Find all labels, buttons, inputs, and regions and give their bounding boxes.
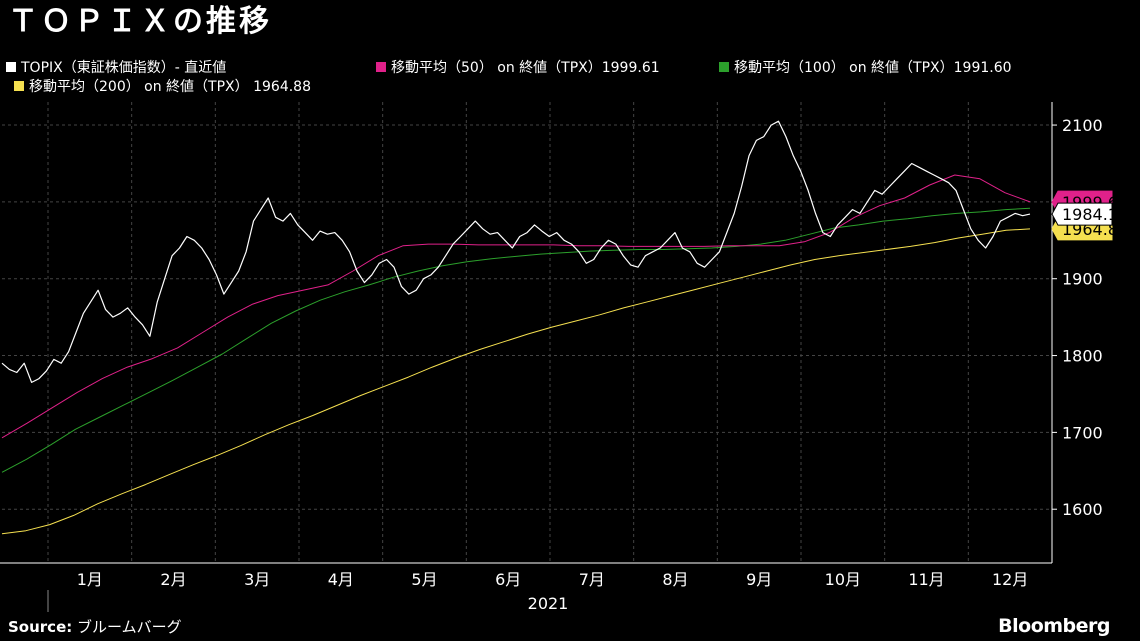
topix-value-tag-text: 1984.10	[1062, 205, 1128, 224]
legend-item-ma50: 移動平均（50） on 終値（TPX）1999.61	[376, 58, 660, 78]
x-year-label: 2021	[528, 594, 569, 613]
topix-value-tag: 1984.10	[1051, 202, 1128, 226]
x-tick-label: 2月	[160, 570, 186, 589]
chart-title: ＴＯＰＩＸの推移	[8, 4, 272, 39]
x-tick-label: 7月	[579, 570, 605, 589]
x-tick-label: 8月	[662, 570, 688, 589]
legend-swatch-ma100	[719, 62, 729, 72]
x-tick-label: 10月	[825, 570, 861, 589]
ma200-line	[1, 228, 1031, 535]
legend-item-topix: TOPIX（東証株価指数）- 直近値	[6, 58, 226, 78]
bloomberg-logo: Bloomberg	[998, 615, 1110, 637]
source-value: ブルームバーグ	[77, 618, 182, 636]
ma50-line	[1, 174, 1031, 439]
x-tick-label: 4月	[328, 570, 354, 589]
legend-row-2: 移動平均（200） on 終値（TPX） 1964.88	[6, 77, 606, 97]
x-tick-label: 5月	[411, 570, 437, 589]
source-note: Source: ブルームバーグ	[8, 617, 182, 637]
x-tick-label: 1月	[77, 570, 103, 589]
x-tick-label: 12月	[992, 570, 1028, 589]
legend-label-ma100: 移動平均（100） on 終値（TPX）1991.60	[734, 60, 1012, 76]
x-tick-label: 9月	[746, 570, 772, 589]
y-tick-label: 1800	[1062, 347, 1103, 366]
y-tick-label: 2100	[1062, 116, 1103, 135]
y-tick-label: 1600	[1062, 500, 1103, 519]
legend-label-ma200: 移動平均（200） on 終値（TPX） 1964.88	[29, 79, 311, 95]
topix-line	[1, 120, 1031, 383]
y-tick-label: 1700	[1062, 423, 1103, 442]
legend-label-ma50: 移動平均（50） on 終値（TPX）1999.61	[391, 60, 660, 76]
legend-swatch-topix	[6, 62, 16, 72]
source-label: Source:	[8, 618, 73, 636]
legend-item-ma200: 移動平均（200） on 終値（TPX） 1964.88	[14, 77, 311, 97]
x-tick-label: 11月	[908, 570, 944, 589]
y-tick-label: 1900	[1062, 270, 1103, 289]
legend-item-ma100: 移動平均（100） on 終値（TPX）1991.60	[719, 58, 1012, 78]
legend-row-1: TOPIX（東証株価指数）- 直近値 移動平均（50） on 終値（TPX）19…	[6, 58, 1106, 78]
topix-value-tag-box	[1051, 202, 1113, 226]
legend-swatch-ma50	[376, 62, 386, 72]
ma100-line	[1, 207, 1031, 473]
legend-swatch-ma200	[14, 81, 24, 91]
legend-label-topix: TOPIX（東証株価指数）- 直近値	[21, 60, 227, 76]
x-tick-label: 3月	[244, 570, 270, 589]
x-tick-label: 6月	[495, 570, 521, 589]
